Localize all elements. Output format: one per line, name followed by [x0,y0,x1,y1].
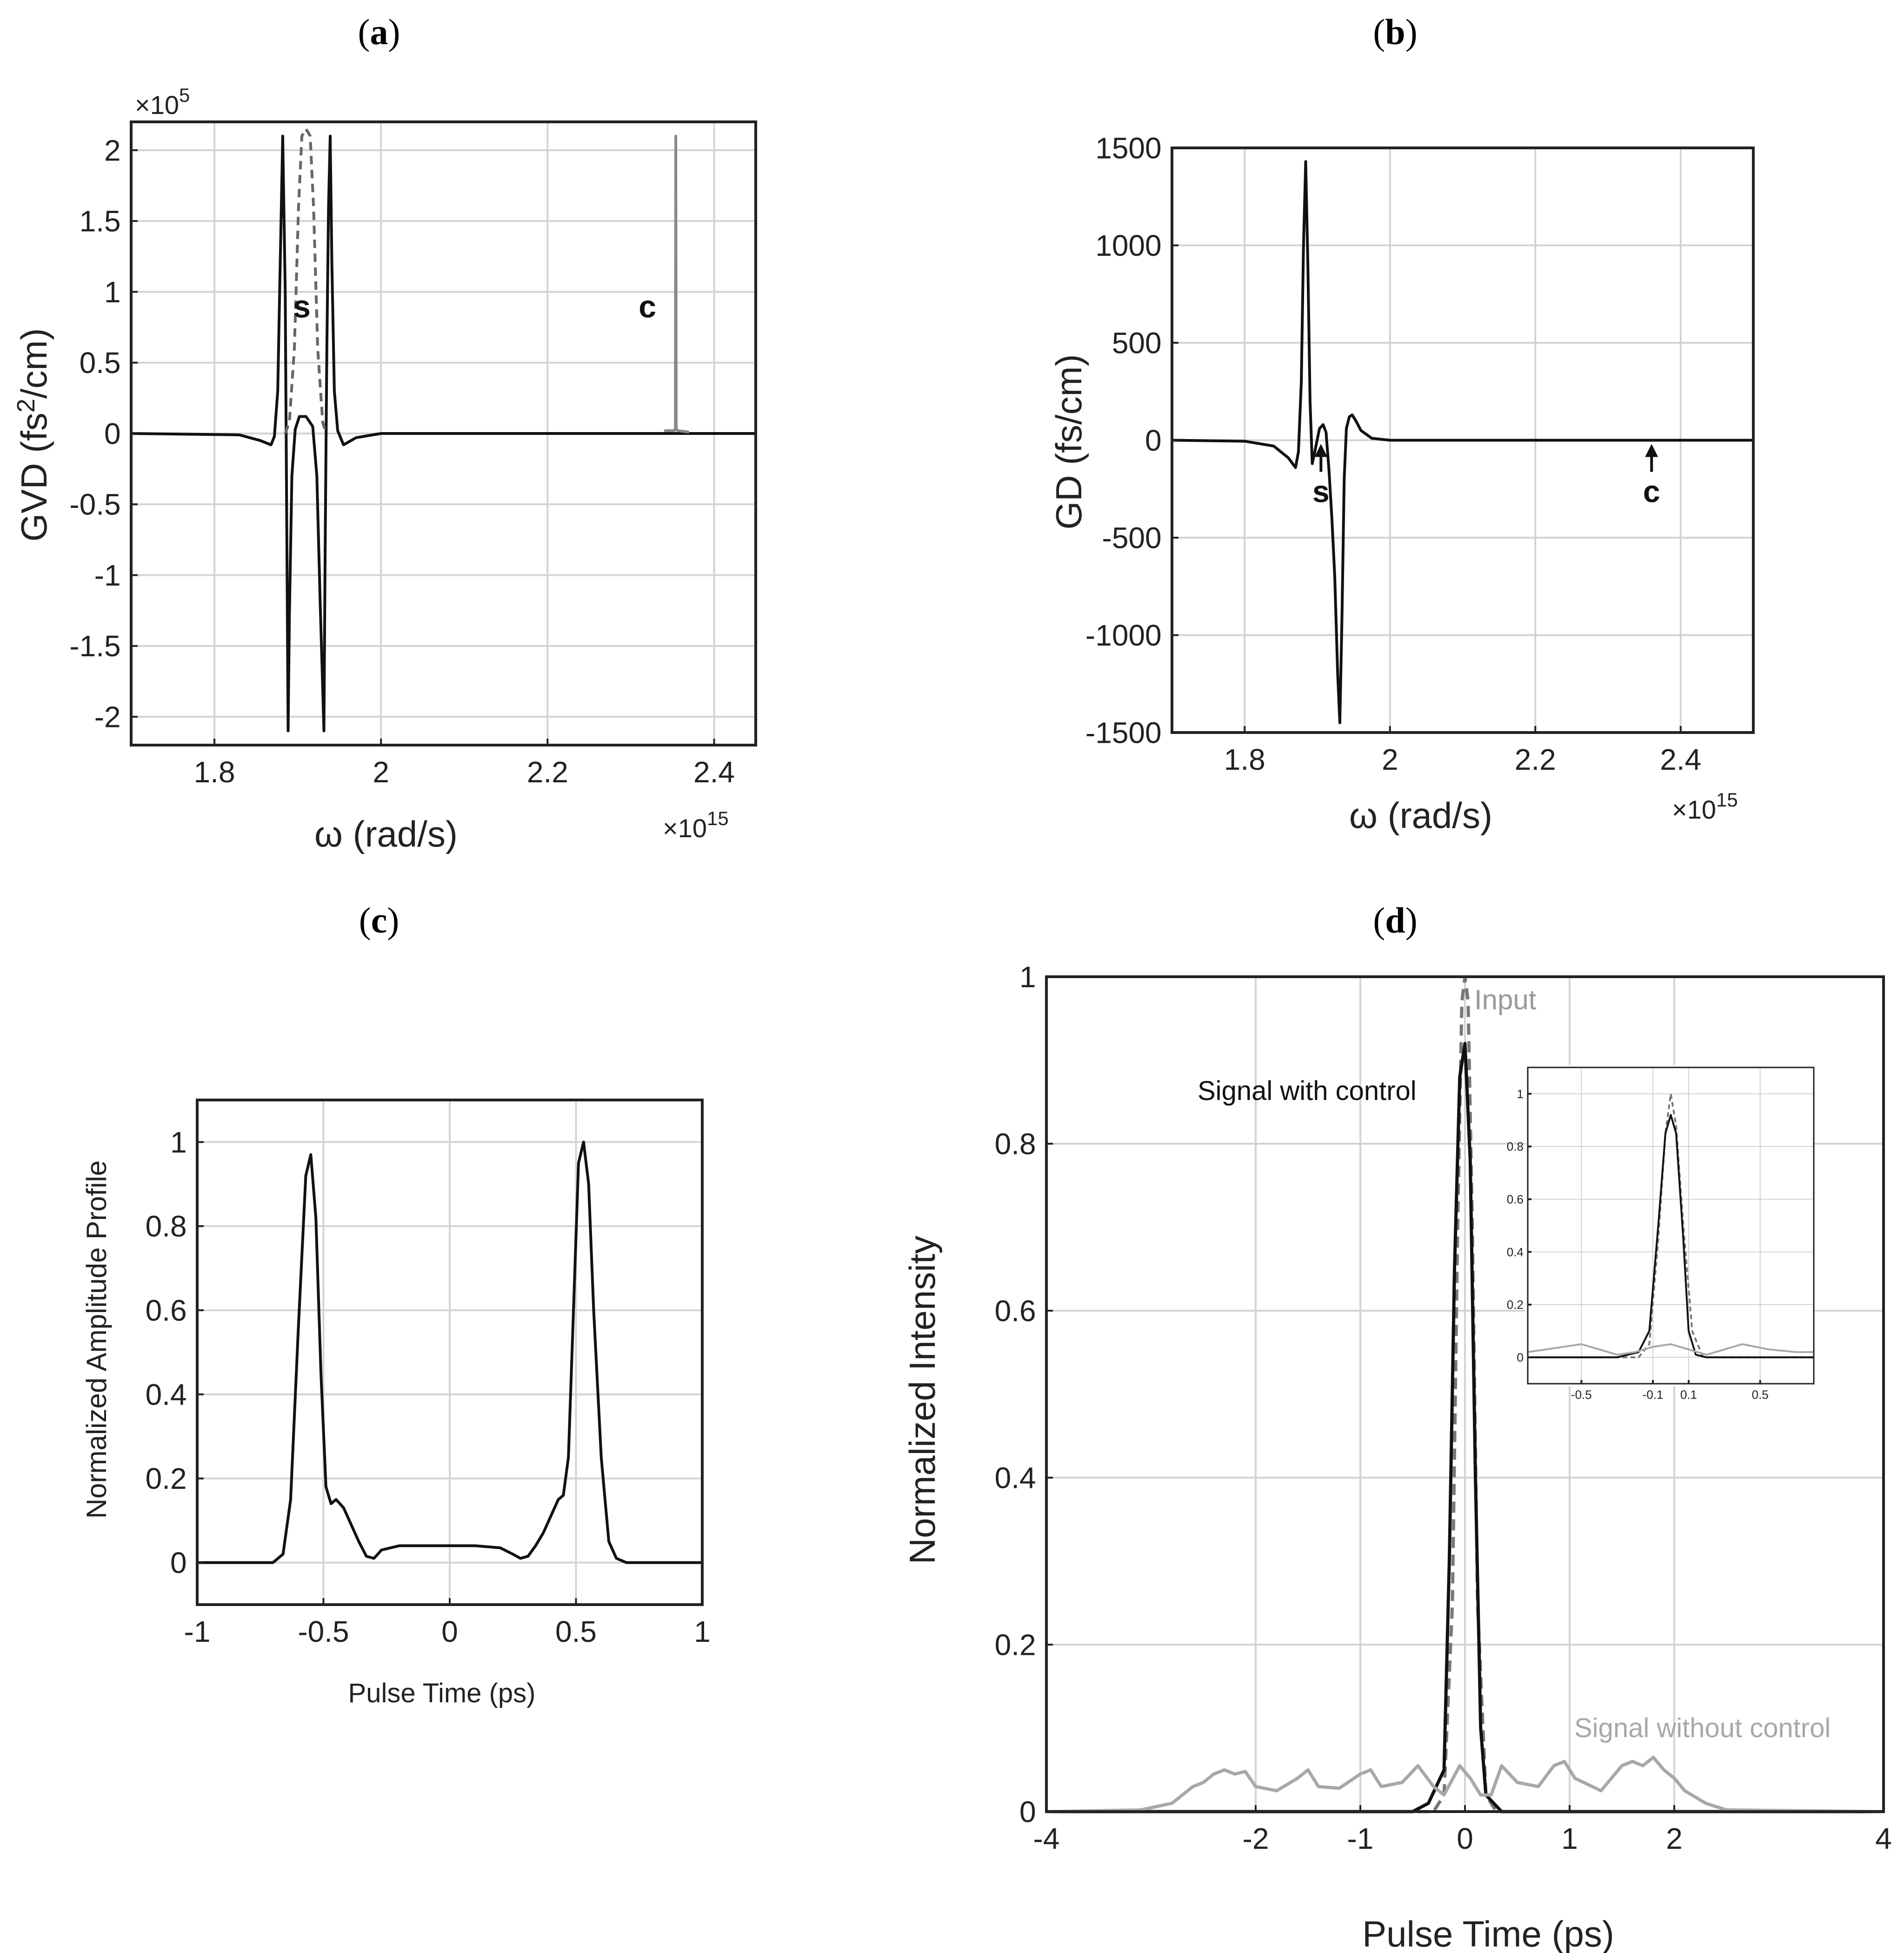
panel-d-y-axis-label: Normalized Intensity [902,1236,943,1565]
panel-a-xtick-label: 2 [373,755,389,789]
caption-c: (c) [359,900,399,940]
panel-b-marker-c-arrowhead [1645,444,1658,457]
panel-d-x-axis-label: Pulse Time (ps) [1362,1913,1614,1953]
panel-d-inset-frame [1527,1066,1815,1385]
panel-d-inset-ytick-label: 0.8 [1507,1140,1524,1153]
panel-c-ytick-label: 0.6 [146,1293,187,1327]
panel-d-xtick-label: -2 [1243,1822,1269,1855]
panel-c-ytick-label: 0.4 [146,1378,187,1411]
panel-d-inset-xtick-label: 0.1 [1680,1388,1697,1402]
panel-c-xtick-label: 0.5 [555,1615,597,1648]
panel-c-y-axis-label: Normalized Amplitude Profile [81,1160,112,1519]
panel-b-ytick-label: 1500 [1095,131,1161,165]
panel-d-series-signal-without-control [1046,1755,1884,1813]
panel-d-inset-series-signal-with-control [1528,1114,1814,1359]
panel-c-ytick-label: 0.2 [146,1462,187,1495]
legend-signal-without-control-label: Signal without control [1574,1713,1831,1743]
panel-b-gd-chart: 1.8 2 2.2 2.4 1500 1000 500 0 -500 -1000 -1500 s c [1085,131,1755,776]
panel-d-ytick-label: 0.6 [995,1294,1036,1327]
panel-c-amplitude-chart: -1 -0.5 0 0.5 1 1 0.8 0.6 0.4 0.2 0 [146,1099,711,1648]
panel-a-ytick-label: -2 [94,700,121,733]
panel-b-y-axis-label: GD (fs/cm) [1048,354,1089,530]
panel-b-marker-s: s [1312,474,1330,509]
panel-a-gvd-chart: 1.8 2 2.2 2.4 2 1.5 1 0.5 0 -0.5 -1 -1.5 -2 s c [69,120,757,789]
panel-b-ytick-label: 0 [1145,424,1162,457]
panel-d-inset-xtick-label: 0.5 [1752,1388,1769,1402]
panel-b-marker-c: c [1643,474,1660,509]
caption-a: (a) [358,12,400,52]
panel-d-inset-ytick-label: 0.2 [1507,1298,1524,1312]
legend-signal-with-control-label: Signal with control [1198,1076,1417,1106]
panel-b-ytick-label: -1500 [1085,716,1162,749]
panel-d-xtick-label: 0 [1457,1822,1473,1855]
panel-a-ytick-label: -1 [94,559,121,592]
panel-d-ytick-label: 0.4 [995,1461,1036,1494]
panel-b-marker-s-arrowhead [1314,444,1328,457]
panel-d-inset-ytick-label: 1 [1517,1087,1523,1101]
panel-d-inset-series-signal-without-control [1527,1343,1814,1356]
panel-c-ytick-label: 0.8 [146,1210,187,1243]
panel-a-ytick-label: 0 [104,417,121,450]
panel-d-inset-background [1525,1065,1814,1386]
panel-b-x-exponent: ×1015 [1672,789,1738,824]
panel-a-series-control-gvd [664,134,690,433]
panel-b-ytick-label: 1000 [1095,229,1161,262]
panel-c-series-amplitude [197,1140,702,1564]
panel-c-ytick-label: 1 [170,1126,187,1159]
panel-a-ytick-label: -1.5 [69,629,120,663]
panel-c-xtick-label: 1 [694,1615,711,1648]
panel-a-xtick-label: 2.4 [693,755,735,789]
panel-d-inset-chart: -0.5 -0.1 0.1 0.5 1 0.8 0.6 0.4 0.2 0 [1507,1065,1815,1402]
panel-b-xtick-label: 2 [1382,743,1398,776]
panel-b-xtick-label: 2.2 [1515,743,1556,776]
panel-d-xtick-label: 4 [1875,1822,1892,1855]
panel-a-x-axis-label: ω (rad/s) [314,813,458,854]
panel-a-series-signal-gvd [131,134,756,733]
panel-c-xtick-label: 0 [441,1615,458,1648]
panel-a-xtick-label: 1.8 [194,755,235,789]
panel-c-x-axis-label: Pulse Time (ps) [348,1678,536,1708]
panel-d-xtick-label: 1 [1561,1822,1578,1855]
panel-b-ytick-label: 500 [1112,326,1162,360]
caption-b: (b) [1373,12,1417,52]
panel-d-intensity-chart: -4 -2 -1 0 1 2 4 1 0.8 0.6 0.4 0.2 0 [995,960,1892,1855]
panel-d-inset-ytick-label: 0.6 [1507,1192,1524,1206]
panel-a-marker-c: c [639,289,656,324]
panel-b-xtick-label: 1.8 [1224,743,1265,776]
panel-d-inset-ytick-label: 0 [1517,1350,1523,1364]
panel-a-ytick-label: 1.5 [80,205,121,238]
panel-d-inset-ytick-label: 0.4 [1507,1245,1524,1259]
panel-d-series-signal-with-control [1046,1042,1884,1813]
panel-a-y-exponent: ×105 [135,84,190,120]
panel-d-xtick-label: 2 [1666,1822,1683,1855]
panel-a-ytick-label: -0.5 [69,488,120,521]
panel-a-x-exponent: ×1015 [663,807,729,843]
panel-a-xtick-label: 2.2 [527,755,568,789]
panel-a-ytick-label: 0.5 [80,346,121,380]
panel-b-x-axis-label: ω (rad/s) [1349,795,1492,836]
panel-d-inset-xtick-label: -0.1 [1643,1388,1664,1402]
panel-c-ytick-label: 0 [170,1546,187,1580]
panel-d-ytick-label: 0 [1019,1795,1036,1828]
panel-a-marker-s: s [293,289,311,324]
panel-a-y-axis-label: GVD (fs2/cm) [12,328,54,541]
caption-d: (d) [1373,900,1417,940]
panel-a-ytick-label: 2 [104,133,121,167]
panel-b-xtick-label: 2.4 [1660,743,1701,776]
panel-b-ytick-label: -500 [1102,521,1162,554]
panel-c-xtick-label: -1 [184,1615,211,1648]
panel-d-ytick-label: 0.8 [995,1127,1036,1160]
panel-d-inset-xtick-label: -0.5 [1571,1388,1592,1402]
panel-a-series-signal-dashed- [284,127,327,434]
panel-c-xtick-label: -0.5 [298,1615,349,1648]
panel-d-ytick-label: 1 [1019,960,1036,993]
panel-b-ytick-label: -1000 [1085,619,1162,652]
panel-a-ytick-label: 1 [104,275,121,309]
panel-d-xtick-label: -4 [1033,1822,1060,1855]
panel-d-xtick-label: -1 [1347,1822,1374,1855]
panel-b-series-gd [1172,160,1753,724]
legend-input-label: Input [1474,984,1537,1015]
panel-d-ytick-label: 0.2 [995,1628,1036,1661]
